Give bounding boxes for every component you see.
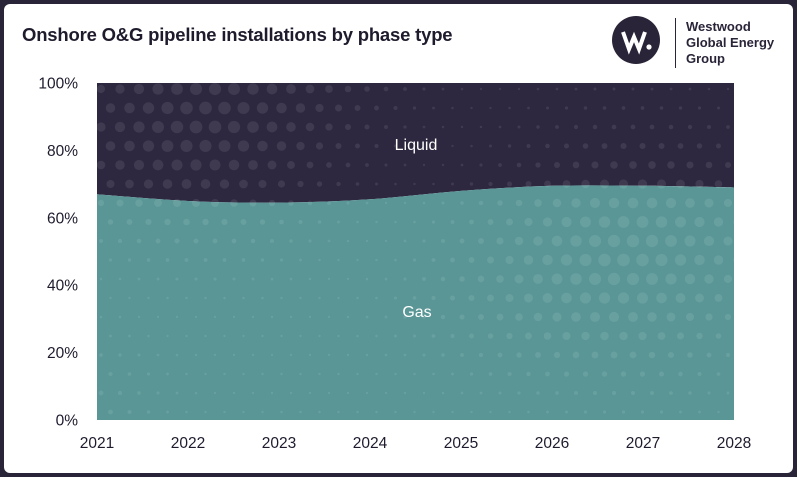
chart-card: Onshore O&G pipeline installations by ph… bbox=[4, 4, 793, 473]
series-label-liquid: Liquid bbox=[395, 137, 438, 154]
logo-line-2: Global Energy bbox=[686, 35, 775, 50]
chart-title: Onshore O&G pipeline installations by ph… bbox=[22, 24, 453, 45]
logo-wordmark: Westwood Global Energy Group bbox=[686, 19, 774, 67]
x-tick-label: 2021 bbox=[80, 435, 114, 452]
area-chart: Liquid Gas 0% 20% 40% 60% 80% 100% 2021 2022 202… bbox=[38, 76, 751, 453]
x-tick-label: 2024 bbox=[353, 435, 388, 452]
x-tick-label: 2028 bbox=[717, 435, 751, 452]
westwood-w-logo-icon bbox=[612, 16, 660, 64]
liquid-area bbox=[97, 83, 734, 203]
w-glyph-icon bbox=[621, 31, 652, 55]
westwood-logo: Westwood Global Energy Group bbox=[612, 16, 787, 72]
x-tick-label: 2022 bbox=[171, 435, 205, 452]
y-tick-label: 80% bbox=[47, 143, 78, 160]
x-tick-label: 2023 bbox=[262, 435, 296, 452]
x-tick-label: 2026 bbox=[535, 435, 569, 452]
gas-area bbox=[97, 185, 734, 420]
logo-line-1: Westwood bbox=[686, 19, 751, 34]
y-tick-label: 60% bbox=[47, 210, 78, 227]
series-label-gas: Gas bbox=[402, 304, 431, 321]
x-tick-label: 2025 bbox=[444, 435, 478, 452]
y-tick-label: 40% bbox=[47, 278, 78, 295]
y-tick-label: 0% bbox=[56, 413, 79, 430]
logo-divider bbox=[675, 18, 676, 68]
x-tick-label: 2027 bbox=[626, 435, 660, 452]
y-tick-label: 20% bbox=[47, 345, 78, 362]
y-tick-label: 100% bbox=[38, 76, 78, 93]
logo-line-3: Group bbox=[686, 51, 725, 66]
